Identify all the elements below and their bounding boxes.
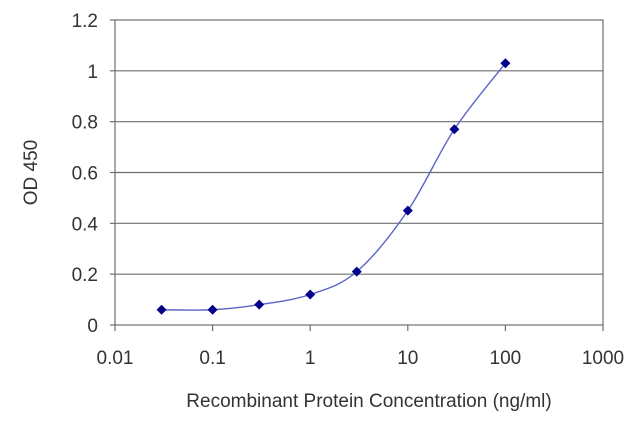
x-tick-label-5: 1000	[582, 348, 624, 369]
data-point-2	[254, 299, 265, 310]
y-axis-title: OD 450	[21, 140, 42, 205]
fitted-curve	[161, 62, 506, 311]
y-tick-label-2: 0.4	[72, 214, 99, 235]
x-tick-label-3: 10	[397, 348, 418, 369]
grid-lines	[115, 70, 603, 275]
y-tick-label-3: 0.6	[72, 164, 98, 185]
x-tick-label-4: 100	[490, 348, 522, 369]
data-point-1	[207, 304, 218, 315]
data-point-0	[156, 304, 167, 315]
y-tick-label-1: 0.2	[72, 265, 98, 286]
y-axis-ticks: 0 0.2 0.4 0.6 0.8 1 1.2	[72, 11, 115, 337]
data-point-5	[402, 205, 413, 216]
y-tick-label-0: 0	[87, 316, 98, 337]
y-tick-label-6: 1.2	[72, 11, 98, 32]
data-point-6	[449, 124, 460, 135]
y-tick-label-4: 0.8	[72, 113, 98, 134]
x-tick-label-1: 0.1	[199, 348, 225, 369]
x-axis-ticks: 0.01 0.1 1 10 100 1000	[97, 325, 624, 369]
y-tick-label-5: 1	[87, 62, 98, 83]
data-point-7	[500, 58, 511, 69]
data-points	[156, 58, 511, 315]
x-tick-label-0: 0.01	[97, 348, 134, 369]
data-point-4	[351, 266, 362, 277]
data-point-3	[305, 289, 316, 300]
x-axis-title: Recombinant Protein Concentration (ng/ml…	[186, 391, 551, 412]
x-tick-label-2: 1	[305, 348, 316, 369]
